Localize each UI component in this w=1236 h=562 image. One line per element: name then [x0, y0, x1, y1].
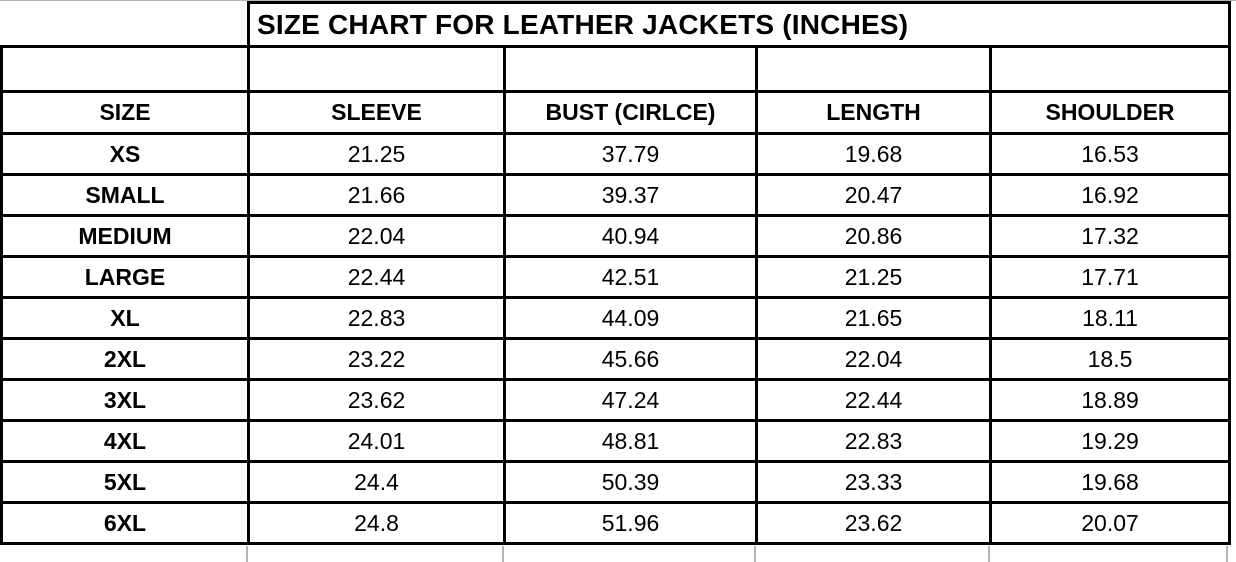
empty-cell	[247, 45, 506, 93]
empty-cell	[988, 45, 1232, 93]
value-cell: 40.94	[503, 214, 758, 258]
empty-cell	[755, 45, 992, 93]
gridline-stub	[988, 546, 990, 562]
size-chart-table: SIZE CHART FOR LEATHER JACKETS (INCHES) …	[0, 1, 1232, 545]
value-cell: 24.8	[247, 501, 506, 545]
gridline-stub	[754, 546, 756, 562]
column-header-size: SIZE	[0, 90, 250, 135]
column-header-bust: BUST (CIRLCE)	[503, 90, 758, 135]
value-cell: 22.83	[247, 296, 506, 340]
table-row-6xl: 6XL 24.8 51.96 23.62 20.07	[0, 501, 1232, 545]
table-title: SIZE CHART FOR LEATHER JACKETS (INCHES)	[246, 1, 1232, 48]
column-header-shoulder: SHOULDER	[988, 90, 1232, 135]
size-cell: XL	[0, 296, 250, 340]
value-cell: 21.65	[755, 296, 992, 340]
empty-cell	[503, 45, 758, 93]
size-cell: 6XL	[0, 501, 250, 545]
value-cell: 18.89	[988, 378, 1232, 422]
value-cell: 17.71	[988, 255, 1232, 299]
value-cell: 16.53	[988, 132, 1232, 176]
size-cell: MEDIUM	[0, 214, 250, 258]
table-row-xs: XS 21.25 37.79 19.68 16.53	[0, 132, 1232, 176]
column-header-sleeve: SLEEVE	[247, 90, 506, 135]
value-cell: 21.25	[247, 132, 506, 176]
value-cell: 20.47	[755, 173, 992, 217]
empty-corner-cell	[1, 2, 250, 48]
value-cell: 23.33	[755, 460, 992, 504]
value-cell: 20.86	[755, 214, 992, 258]
value-cell: 22.44	[755, 378, 992, 422]
value-cell: 19.29	[988, 419, 1232, 463]
value-cell: 24.4	[247, 460, 506, 504]
table-row-medium: MEDIUM 22.04 40.94 20.86 17.32	[0, 214, 1232, 258]
value-cell: 17.32	[988, 214, 1232, 258]
table-row-5xl: 5XL 24.4 50.39 23.33 19.68	[0, 460, 1232, 504]
value-cell: 19.68	[755, 132, 992, 176]
gridline-stub	[502, 546, 504, 562]
value-cell: 23.22	[247, 337, 506, 381]
size-cell: 2XL	[0, 337, 250, 381]
value-cell: 22.04	[247, 214, 506, 258]
spacer-row	[0, 45, 1232, 93]
value-cell: 24.01	[247, 419, 506, 463]
size-cell: XS	[0, 132, 250, 176]
value-cell: 51.96	[503, 501, 758, 545]
size-cell: 3XL	[0, 378, 250, 422]
value-cell: 42.51	[503, 255, 758, 299]
size-cell: SMALL	[0, 173, 250, 217]
table-row-4xl: 4XL 24.01 48.81 22.83 19.29	[0, 419, 1232, 463]
value-cell: 16.92	[988, 173, 1232, 217]
size-cell: 4XL	[0, 419, 250, 463]
value-cell: 19.68	[988, 460, 1232, 504]
value-cell: 48.81	[503, 419, 758, 463]
value-cell: 39.37	[503, 173, 758, 217]
value-cell: 22.04	[755, 337, 992, 381]
table-row-2xl: 2XL 23.22 45.66 22.04 18.5	[0, 337, 1232, 381]
value-cell: 47.24	[503, 378, 758, 422]
value-cell: 23.62	[247, 378, 506, 422]
value-cell: 21.66	[247, 173, 506, 217]
value-cell: 22.44	[247, 255, 506, 299]
value-cell: 45.66	[503, 337, 758, 381]
value-cell: 21.25	[755, 255, 992, 299]
gridline-stub	[246, 546, 248, 562]
table-row-3xl: 3XL 23.62 47.24 22.44 18.89	[0, 378, 1232, 422]
partial-next-row-gridlines	[0, 546, 1236, 562]
gridline-stub	[1226, 546, 1228, 562]
size-cell: LARGE	[0, 255, 250, 299]
value-cell: 18.11	[988, 296, 1232, 340]
value-cell: 20.07	[988, 501, 1232, 545]
column-header-length: LENGTH	[755, 90, 992, 135]
value-cell: 44.09	[503, 296, 758, 340]
title-row: SIZE CHART FOR LEATHER JACKETS (INCHES)	[1, 1, 1232, 48]
table-row-large: LARGE 22.44 42.51 21.25 17.71	[0, 255, 1232, 299]
value-cell: 37.79	[503, 132, 758, 176]
value-cell: 22.83	[755, 419, 992, 463]
size-cell: 5XL	[0, 460, 250, 504]
table-row-small: SMALL 21.66 39.37 20.47 16.92	[0, 173, 1232, 217]
value-cell: 18.5	[988, 337, 1232, 381]
value-cell: 23.62	[755, 501, 992, 545]
value-cell: 50.39	[503, 460, 758, 504]
table-row-xl: XL 22.83 44.09 21.65 18.11	[0, 296, 1232, 340]
header-row: SIZE SLEEVE BUST (CIRLCE) LENGTH SHOULDE…	[0, 90, 1232, 135]
top-gridline	[0, 0, 1236, 1]
empty-cell	[0, 45, 250, 93]
